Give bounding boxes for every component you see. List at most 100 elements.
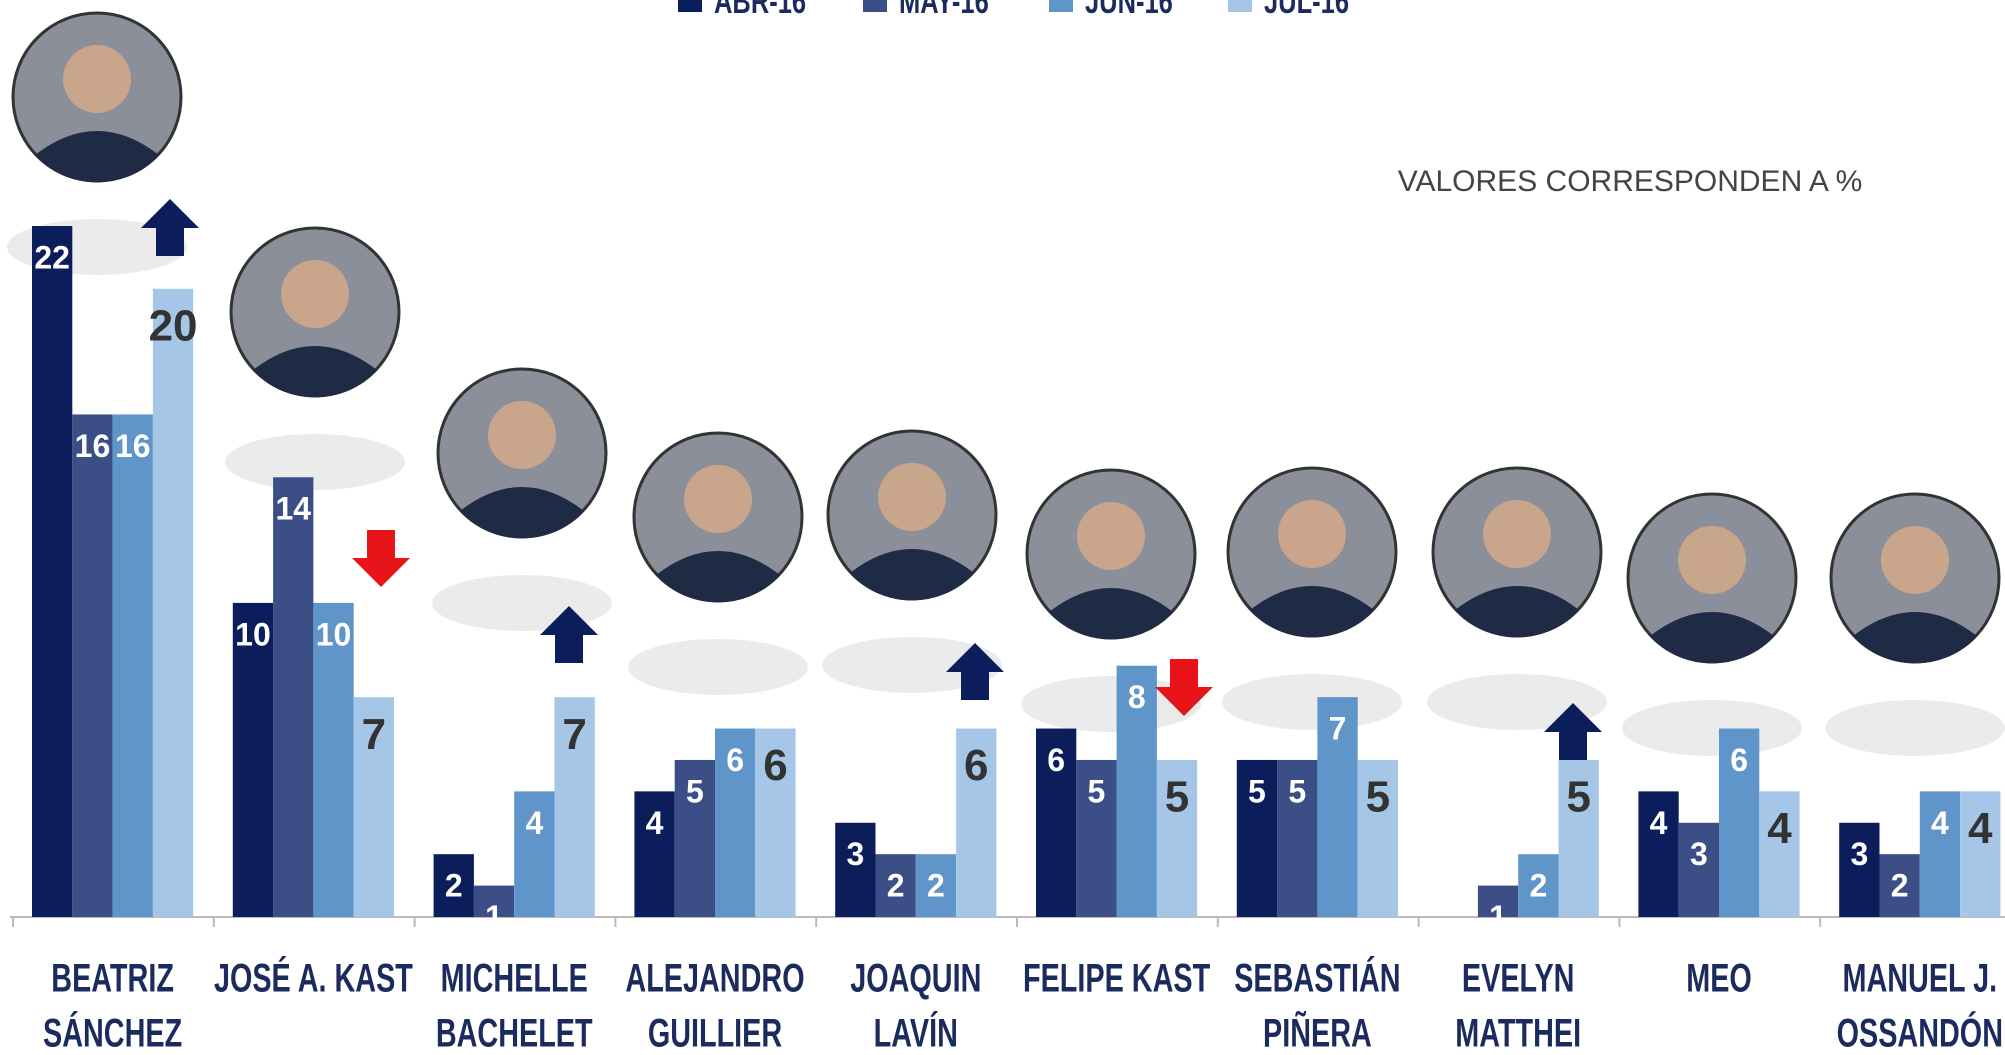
photo-shadow [225, 434, 405, 490]
value-label: 5 [1088, 773, 1106, 809]
photo-body [1250, 586, 1374, 638]
x-tick-label: SEBASTIÁN [1234, 955, 1400, 1001]
category-label: JOAQUIN [850, 956, 981, 1001]
category-label: BACHELET [436, 1011, 593, 1055]
x-tick-label: PIÑERA [1263, 1011, 1372, 1055]
bar [1076, 759, 1117, 917]
bar [1638, 791, 1679, 917]
value-label: 5 [1165, 773, 1189, 822]
bar [1759, 791, 1800, 917]
bar [715, 728, 756, 917]
x-tick-label: SÁNCHEZ [43, 1010, 182, 1055]
photo-body [253, 346, 377, 398]
bar [32, 226, 73, 917]
category-label: BEATRIZ [51, 956, 174, 1001]
category-label: MICHELLE [441, 956, 588, 1001]
bar [1317, 697, 1358, 917]
value-label: 4 [646, 805, 664, 841]
photo-body [460, 487, 584, 539]
x-tick-label: MATTHEI [1455, 1011, 1581, 1055]
bar [1839, 822, 1880, 917]
bar [433, 854, 474, 917]
legend-label: JUN-16 [1085, 0, 1173, 21]
photo-shadow [628, 639, 808, 695]
photo-head [1278, 500, 1346, 568]
x-tick-label: FELIPE KAST [1023, 956, 1210, 1001]
value-label: 5 [1288, 773, 1306, 809]
photo-head [1678, 526, 1746, 594]
legend-label: MAY-16 [899, 0, 989, 21]
x-tick-label: BACHELET [436, 1011, 593, 1055]
photo-body [656, 551, 780, 603]
legend-swatch [1228, 0, 1252, 12]
value-label: 16 [115, 428, 151, 464]
value-label: 4 [1650, 805, 1668, 841]
photo-head [488, 401, 556, 469]
photo-body [1049, 588, 1173, 640]
value-label: 8 [1128, 679, 1146, 715]
x-tick-label: OSSANDÓN [1837, 1010, 2003, 1055]
value-label: 5 [1248, 773, 1266, 809]
x-tick-label: JOSÉ A. KAST [214, 955, 413, 1001]
legend-entry: JUN-16 [1085, 0, 1173, 21]
bar [1518, 854, 1559, 917]
trend-arrow [1155, 659, 1213, 716]
photo-shadow [822, 637, 1002, 693]
bar [634, 791, 675, 917]
bar [1357, 759, 1398, 917]
value-label: 1 [485, 899, 503, 935]
bar [1036, 728, 1077, 917]
photo-head [281, 260, 349, 328]
value-label: 2 [887, 868, 905, 904]
x-tick-label: MANUEL J. [1842, 956, 1997, 1001]
bar [1919, 791, 1961, 917]
bar [1879, 854, 1920, 917]
value-label: 2 [1891, 868, 1909, 904]
value-label: 3 [1850, 836, 1868, 872]
value-label: 2 [1529, 868, 1547, 904]
x-tick-label: ALEJANDRO [625, 956, 804, 1001]
value-label: 5 [1566, 773, 1590, 822]
x-tick-label: JOAQUIN [850, 956, 981, 1001]
value-label: 2 [445, 868, 463, 904]
bar [313, 602, 354, 917]
value-label: 4 [1931, 805, 1949, 841]
x-tick-label: MICHELLE [441, 956, 588, 1001]
value-label: 10 [316, 616, 352, 652]
value-label: 6 [1730, 742, 1748, 778]
legend-swatch [863, 0, 887, 12]
bar [353, 697, 394, 917]
category-label: JOSÉ A. KAST [214, 955, 413, 1001]
value-label: 14 [275, 491, 311, 527]
bar [152, 288, 194, 917]
legend-entry: MAY-16 [899, 0, 989, 21]
x-tick-label: GUILLIER [648, 1011, 782, 1055]
trend-arrow [540, 606, 598, 663]
value-label: 4 [1968, 804, 1993, 853]
value-label: 5 [686, 773, 704, 809]
photo-body [35, 131, 159, 183]
value-label: 4 [525, 805, 543, 841]
category-label: MEO [1686, 956, 1752, 1001]
bar [1719, 728, 1760, 917]
value-label: 1 [1489, 899, 1507, 935]
legend-swatch [678, 0, 702, 12]
legend-label: ABR-16 [714, 0, 806, 21]
bar [956, 728, 997, 917]
bar [1277, 759, 1318, 917]
value-label: 6 [726, 742, 744, 778]
photo-head [684, 465, 752, 533]
photo-head [63, 45, 131, 113]
category-label: ALEJANDRO [625, 956, 804, 1001]
photo-body [1455, 586, 1579, 638]
bar [1477, 885, 1519, 917]
bar [835, 822, 876, 917]
value-label: 7 [1329, 711, 1347, 747]
photo-body [1853, 612, 1977, 664]
legend-label: JUL-16 [1264, 0, 1349, 21]
value-label: 22 [34, 239, 70, 275]
trend-arrow [141, 199, 199, 256]
bar [232, 602, 274, 917]
legend-entry: ABR-16 [714, 0, 806, 21]
